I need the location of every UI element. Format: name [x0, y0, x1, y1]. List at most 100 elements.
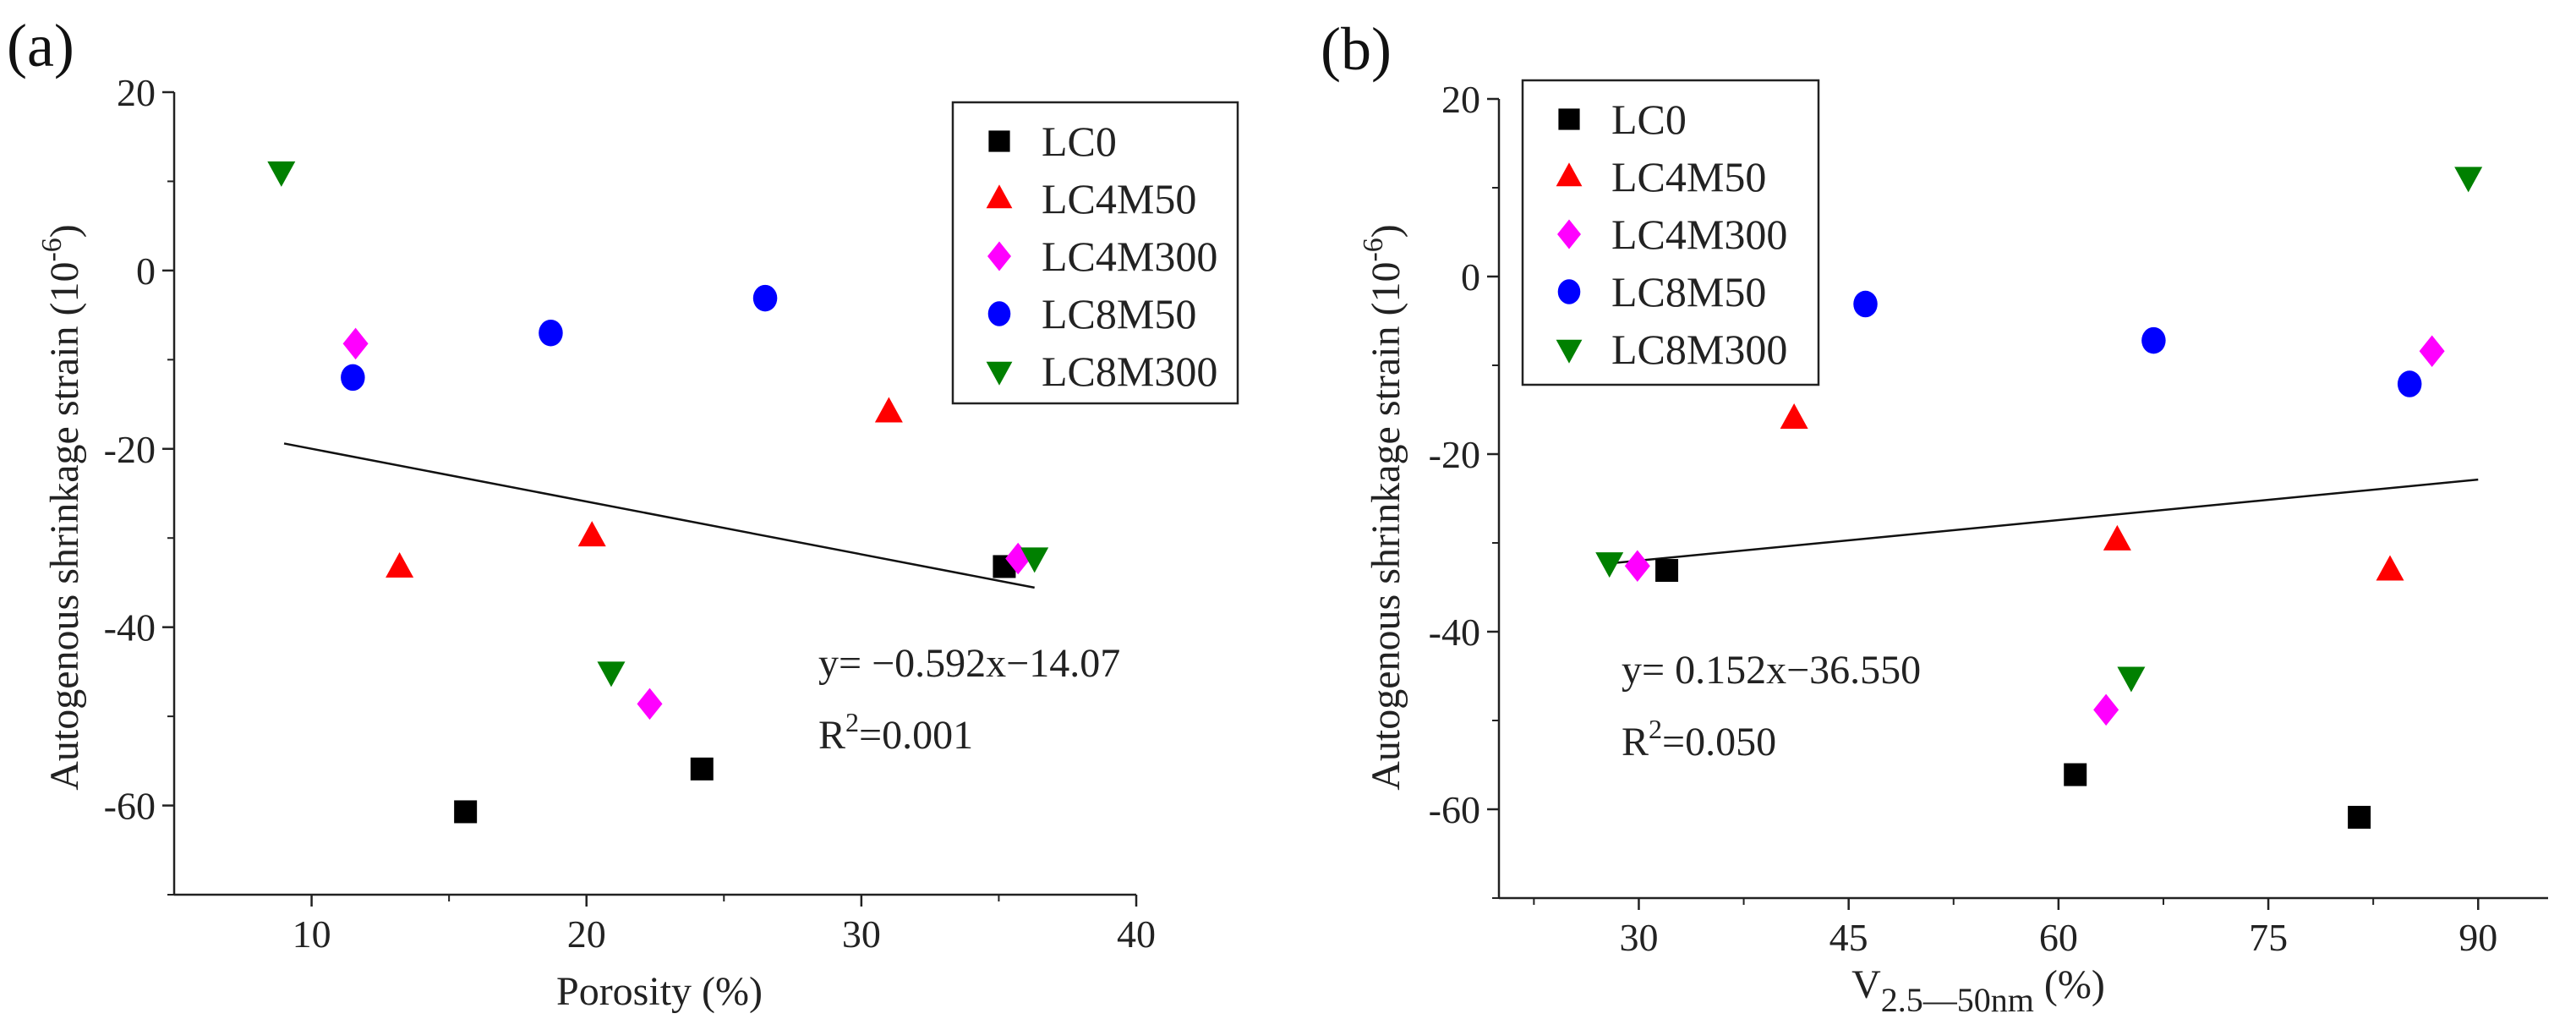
legend-marker-lc0 [988, 130, 1010, 152]
y-tick-label: -40 [104, 606, 156, 649]
panel-label: (a) [7, 12, 74, 79]
legend-marker-lc4m300 [987, 241, 1011, 271]
data-point-lc8m50 [2141, 326, 2166, 354]
x-axis-title-text: V [1851, 962, 1881, 1007]
data-point-lc4m300 [1624, 550, 1650, 583]
legend-label: LC4M50 [1611, 153, 1766, 200]
legend-label: LC8M300 [1611, 326, 1787, 373]
x-tick-label: 40 [1117, 912, 1156, 956]
series-lc4m300 [1624, 335, 2445, 726]
legend-label: LC4M300 [1611, 211, 1787, 258]
data-point-lc8m50 [539, 319, 563, 347]
data-point-lc0 [690, 757, 714, 781]
chart-panel-a: (a) 20 0 -20 -40 -60 10 20 30 40 Autogenous shrink… [7, 12, 1239, 1014]
y-axis-title: Autogenous shrinkage strain (10-6) [36, 224, 87, 791]
series-lc4m50 [386, 397, 903, 578]
data-point-lc0 [1655, 559, 1679, 583]
chart-panel-b: (b) 20 0 -20 -40 -60 30 45 60 75 90 Autogenous shri… [1321, 15, 2548, 1019]
y-tick-label: -40 [1429, 611, 1480, 654]
panel-label: (b) [1321, 15, 1392, 83]
x-tick-label: 20 [567, 912, 606, 956]
data-point-lc4m50 [2103, 524, 2131, 551]
series-lc4m50 [1780, 403, 2404, 581]
x-tick-label: 45 [1829, 916, 1868, 959]
data-point-lc0 [2348, 805, 2371, 829]
legend-marker-lc4m300 [1557, 219, 1581, 249]
data-point-lc4m50 [2376, 555, 2404, 581]
legend-label: LC4M50 [1042, 175, 1196, 222]
x-tick-label: 30 [1619, 916, 1658, 959]
r2-value: =0.001 [859, 713, 973, 758]
legend-label: LC8M50 [1042, 290, 1196, 337]
legend-marker-lc8m300 [986, 361, 1013, 386]
r2-sup: 2 [845, 707, 859, 737]
series-lc8m50 [341, 284, 778, 392]
y-axis-title-sup: -6 [1358, 238, 1389, 261]
x-axis-title-sub: 2.5—50nm [1881, 981, 2034, 1019]
data-point-lc4m50 [577, 521, 606, 547]
x-axis-title: Porosity (%) [556, 969, 763, 1014]
x-tick-label: 75 [2249, 916, 2288, 959]
x-tick-label: 10 [293, 912, 331, 956]
legend-marker-lc4m50 [986, 184, 1013, 209]
legend-label: LC0 [1611, 96, 1687, 143]
y-tick-label: 20 [117, 71, 156, 114]
legend-marker-lc8m50 [1557, 279, 1581, 304]
y-axis-title-end: ) [1364, 224, 1408, 238]
fit-equation: y= −0.592x−14.07 [818, 641, 1120, 686]
legend-label: LC8M300 [1042, 348, 1217, 395]
data-point-lc8m50 [2397, 370, 2422, 397]
series-lc0 [454, 555, 1016, 824]
x-tick-label: 60 [2039, 916, 2078, 959]
x-axis-title: V2.5—50nm (%) [1851, 962, 2105, 1019]
data-point-lc8m50 [341, 364, 365, 392]
y-axis-title-end: ) [42, 224, 87, 238]
data-point-lc4m50 [874, 397, 903, 423]
r2-sup: 2 [1649, 714, 1662, 744]
fit-r-squared: R2=0.050 [1622, 714, 1776, 764]
series-lc8m50 [1853, 290, 2422, 397]
data-point-lc8m300 [267, 161, 296, 187]
fit-line [1611, 478, 2479, 565]
data-point-lc8m50 [752, 284, 778, 312]
y-axis-title-sup: -6 [36, 238, 68, 261]
data-point-lc8m300 [2117, 666, 2146, 693]
x-tick-label: 30 [842, 912, 881, 956]
y-tick-label: -20 [104, 428, 156, 471]
y-axis-title-text: Autogenous shrinkage strain (10 [1364, 262, 1408, 791]
y-axis-title: Autogenous shrinkage strain (10-6) [1358, 224, 1408, 791]
y-tick-label: -20 [1429, 433, 1480, 476]
data-point-lc4m300 [637, 688, 663, 720]
series-lc8m300 [1595, 167, 2483, 693]
legend-marker-lc8m300 [1556, 339, 1583, 364]
data-point-lc0 [2064, 763, 2087, 786]
y-axis-title-text: Autogenous shrinkage strain (10 [42, 262, 87, 791]
data-point-lc4m300 [2419, 335, 2445, 367]
x-axis-title-text: Porosity (%) [556, 969, 763, 1014]
legend-label: LC4M300 [1042, 233, 1217, 280]
fit-r-squared: R2=0.001 [818, 707, 973, 758]
legend-label: LC0 [1042, 118, 1117, 165]
y-tick-label: 0 [136, 249, 156, 293]
data-point-lc4m300 [342, 327, 369, 360]
series-lc0 [1655, 559, 2371, 829]
data-point-lc8m300 [1020, 547, 1049, 573]
data-point-lc8m300 [597, 661, 626, 688]
x-tick-label: 90 [2458, 916, 2497, 959]
y-tick-label: -60 [104, 785, 156, 828]
legend-marker-lc0 [1558, 108, 1580, 130]
legend-marker-lc4m50 [1556, 162, 1583, 187]
series-lc8m300 [267, 161, 1049, 688]
data-point-lc4m50 [1780, 403, 1808, 429]
data-point-lc8m300 [2454, 167, 2483, 193]
legend: LC0 LC4M50 LC4M300 LC8M50 LC8M300 [1521, 79, 1820, 386]
legend: LC0 LC4M50 LC4M300 LC8M50 LC8M300 [951, 101, 1239, 405]
fit-equation: y= 0.152x−36.550 [1622, 648, 1921, 693]
data-point-lc4m50 [386, 552, 414, 578]
legend-marker-lc8m50 [987, 301, 1011, 326]
y-tick-label: -60 [1429, 788, 1480, 831]
r2-value: =0.050 [1662, 720, 1776, 764]
y-tick-label: 20 [1441, 78, 1480, 121]
data-point-lc0 [454, 800, 478, 824]
